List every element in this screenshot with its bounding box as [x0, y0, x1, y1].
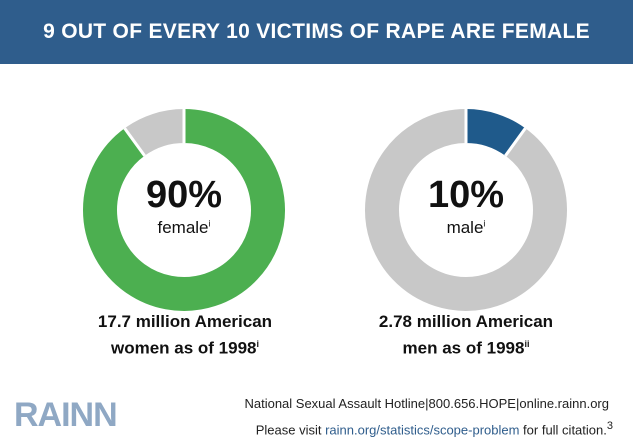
- citation-line: Please visit rainn.org/statistics/scope-…: [256, 420, 613, 437]
- donut-female: [83, 109, 285, 311]
- banner-title: 9 OUT OF EVERY 10 VICTIMS OF RAPE ARE FE…: [43, 20, 590, 43]
- citation-number: 3: [606, 420, 613, 432]
- title-banner: 9 OUT OF EVERY 10 VICTIMS OF RAPE ARE FE…: [0, 0, 633, 64]
- female-caption: 17.7 million American women as of 1998i: [35, 311, 335, 360]
- donut-male: [365, 109, 567, 311]
- donut-0-slice-0: [83, 109, 285, 311]
- female-label-sup: i: [208, 218, 211, 229]
- donut-1-separator-1: [504, 127, 527, 157]
- hotline-site[interactable]: online.rainn.org: [519, 396, 609, 411]
- male-caption-line2: men as of 1998: [402, 338, 525, 358]
- donut-0-separator-1: [123, 127, 146, 157]
- visit-prefix: Please visit: [255, 422, 326, 438]
- male-caption-sup: ii: [524, 339, 530, 349]
- female-caption-line2-wrap: women as of 1998i: [35, 333, 335, 360]
- male-caption-line1: 2.78 million American: [378, 312, 554, 331]
- rainn-logo: RAINN: [14, 396, 118, 434]
- donut-1-slice-0: [465, 109, 526, 157]
- hotline-phone: 800.656.HOPE: [428, 396, 516, 411]
- hotline-text: National Sexual Assault Hotline: [244, 396, 426, 411]
- donut-0-slice-1: [124, 109, 185, 157]
- female-caption-line2: women as of 1998: [110, 338, 257, 358]
- female-caption-sup: i: [256, 339, 260, 349]
- male-label-sup: i: [483, 218, 486, 229]
- sep-1: |: [425, 396, 429, 411]
- female-label: femalei: [114, 218, 254, 238]
- female-label-text: female: [157, 218, 209, 237]
- visit-suffix: for full citation.: [519, 422, 607, 438]
- male-caption: 2.78 million American men as of 1998ii: [316, 311, 616, 360]
- sep-2: |: [515, 396, 520, 411]
- female-percent: 90%: [145, 174, 223, 216]
- male-caption-line2-wrap: men as of 1998ii: [316, 333, 616, 360]
- donut-1-slice-1: [365, 109, 567, 311]
- male-percent: 10%: [427, 174, 505, 216]
- male-label-text: male: [446, 218, 484, 237]
- hotline-line: National Sexual Assault Hotline|800.656.…: [244, 396, 609, 411]
- female-caption-line1: 17.7 million American: [97, 312, 273, 331]
- male-label: malei: [396, 218, 536, 238]
- citation-link[interactable]: rainn.org/statistics/scope-problem: [325, 422, 520, 438]
